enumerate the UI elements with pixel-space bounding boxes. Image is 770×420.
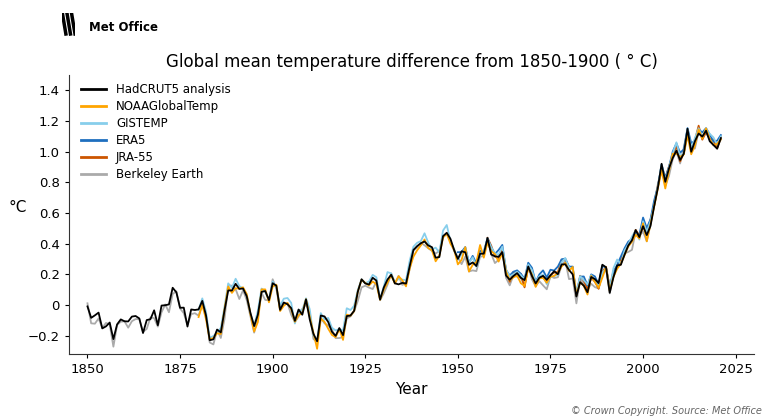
Title: Global mean temperature difference from 1850-1900 ( ° C): Global mean temperature difference from … [166,53,658,71]
Text: © Crown Copyright. Source: Met Office: © Crown Copyright. Source: Met Office [571,406,762,416]
Legend: HadCRUT5 analysis, NOAAGlobalTemp, GISTEMP, ERA5, JRA-55, Berkeley Earth: HadCRUT5 analysis, NOAAGlobalTemp, GISTE… [75,78,236,186]
Text: Met Office: Met Office [89,21,158,34]
X-axis label: Year: Year [395,382,428,396]
Y-axis label: °C: °C [8,200,27,215]
